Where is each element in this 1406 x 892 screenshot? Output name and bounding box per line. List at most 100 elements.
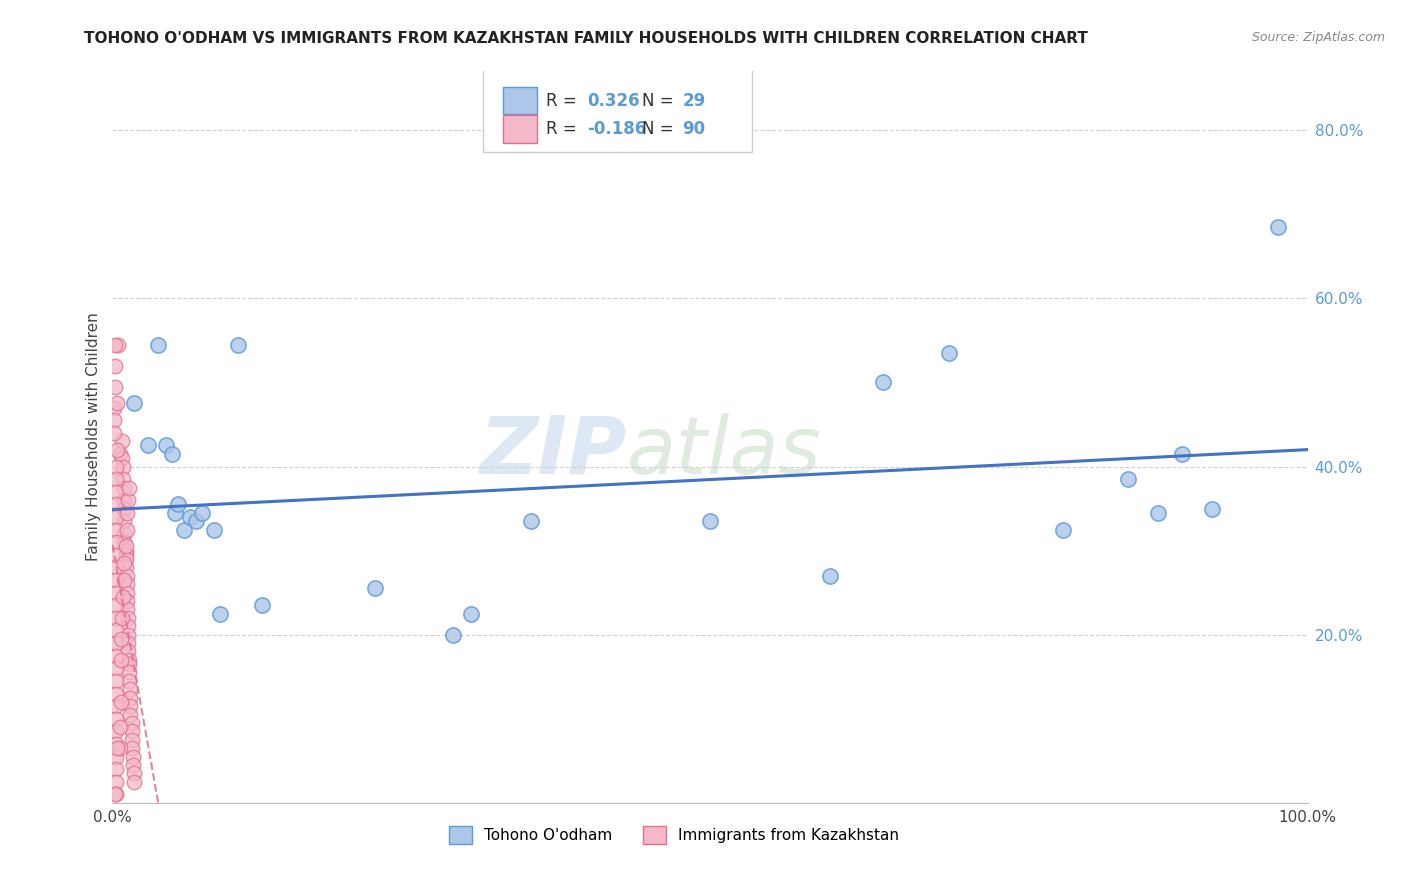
Point xyxy=(118,653,141,667)
Point xyxy=(120,682,142,697)
Point xyxy=(110,632,132,646)
Point xyxy=(202,523,225,537)
Point xyxy=(114,548,136,562)
Point xyxy=(105,648,128,663)
Point xyxy=(105,497,128,511)
Text: 0.326: 0.326 xyxy=(586,92,640,110)
Point xyxy=(105,762,128,776)
Point xyxy=(107,337,129,351)
Point xyxy=(1118,472,1140,486)
FancyBboxPatch shape xyxy=(503,87,537,114)
Point xyxy=(114,552,136,566)
Point xyxy=(105,459,128,474)
Point xyxy=(938,346,960,360)
Point xyxy=(872,376,894,390)
Point xyxy=(146,337,169,351)
Point xyxy=(118,665,141,680)
Point xyxy=(115,523,138,537)
Point xyxy=(103,413,125,427)
Point xyxy=(105,686,128,700)
Point xyxy=(114,501,135,516)
Point xyxy=(105,484,128,499)
FancyBboxPatch shape xyxy=(484,68,752,152)
Point xyxy=(1147,506,1170,520)
Point xyxy=(114,573,135,587)
Point xyxy=(122,774,145,789)
Point xyxy=(117,493,139,508)
Point xyxy=(118,481,141,495)
Point xyxy=(250,599,273,613)
Text: 90: 90 xyxy=(682,120,706,138)
Point xyxy=(163,506,186,520)
Point xyxy=(111,434,134,449)
Point xyxy=(121,724,143,739)
Point xyxy=(441,627,464,641)
Point xyxy=(105,573,128,587)
Y-axis label: Family Households with Children: Family Households with Children xyxy=(86,313,101,561)
Point xyxy=(167,497,190,511)
Point xyxy=(121,741,143,756)
Text: TOHONO O'ODHAM VS IMMIGRANTS FROM KAZAKHSTAN FAMILY HOUSEHOLDS WITH CHILDREN COR: TOHONO O'ODHAM VS IMMIGRANTS FROM KAZAKH… xyxy=(84,31,1088,46)
Point xyxy=(105,636,128,650)
Point xyxy=(1171,447,1194,461)
Point xyxy=(111,611,134,625)
Point xyxy=(191,506,214,520)
Point xyxy=(104,359,127,373)
Point xyxy=(117,627,139,641)
Point xyxy=(117,611,139,625)
Point xyxy=(115,602,138,616)
Point xyxy=(117,619,139,633)
Point xyxy=(118,673,141,688)
Point xyxy=(104,337,127,351)
Text: Source: ZipAtlas.com: Source: ZipAtlas.com xyxy=(1251,31,1385,45)
Point xyxy=(105,472,128,486)
Point xyxy=(121,732,143,747)
Point xyxy=(105,585,128,599)
Point xyxy=(112,590,135,604)
Point xyxy=(138,438,160,452)
Point xyxy=(122,766,145,780)
Point xyxy=(520,514,543,528)
Point xyxy=(105,611,128,625)
Point xyxy=(108,720,131,734)
Point xyxy=(114,514,135,528)
Point xyxy=(818,569,841,583)
Point xyxy=(110,653,132,667)
Point xyxy=(114,540,136,554)
Point xyxy=(364,582,387,596)
Point xyxy=(105,599,128,613)
Point xyxy=(114,543,136,558)
Point xyxy=(179,510,201,524)
Point xyxy=(103,401,125,415)
Point xyxy=(111,451,134,466)
Text: R =: R = xyxy=(547,92,582,110)
Point xyxy=(114,493,135,508)
Point xyxy=(105,712,128,726)
Point xyxy=(104,379,127,393)
Point xyxy=(162,447,183,461)
Point xyxy=(121,715,143,730)
Point xyxy=(105,737,128,751)
Point xyxy=(122,396,145,410)
Point xyxy=(105,699,128,714)
Point xyxy=(105,560,128,574)
Point xyxy=(105,442,128,457)
Text: atlas: atlas xyxy=(627,413,821,491)
Point xyxy=(105,774,128,789)
Point xyxy=(105,548,128,562)
Point xyxy=(120,699,142,714)
Point xyxy=(1267,219,1289,234)
Point xyxy=(173,523,195,537)
Point xyxy=(108,741,131,756)
Point xyxy=(114,535,135,549)
Point xyxy=(105,535,128,549)
Point xyxy=(110,695,132,709)
Point xyxy=(103,425,125,440)
Point xyxy=(114,556,135,570)
FancyBboxPatch shape xyxy=(503,115,537,143)
Legend: Tohono O'odham, Immigrants from Kazakhstan: Tohono O'odham, Immigrants from Kazakhst… xyxy=(443,820,905,850)
Point xyxy=(460,607,482,621)
Text: -0.186: -0.186 xyxy=(586,120,647,138)
Point xyxy=(1052,523,1074,537)
Point xyxy=(209,607,232,621)
